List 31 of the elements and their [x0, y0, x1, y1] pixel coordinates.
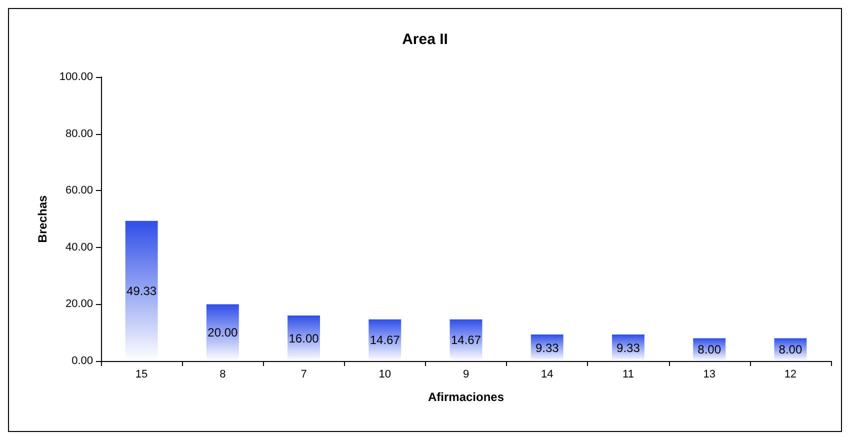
bar	[450, 319, 482, 361]
x-axis-title: Afirmaciones	[428, 390, 504, 404]
y-tick-label: 40.00	[65, 241, 93, 254]
x-tick-label: 9	[462, 368, 470, 380]
data-label: 8.00	[698, 342, 722, 357]
x-tick-label: 11	[622, 368, 634, 380]
x-tick-label: 8	[220, 368, 226, 380]
data-label: 8.00	[778, 342, 802, 357]
x-tick-label: 12	[784, 368, 797, 380]
data-label: 49.33	[126, 284, 157, 298]
x-tick-label: 7	[300, 368, 307, 380]
x-tick-label: 14	[540, 368, 554, 380]
chart-title: Area II	[402, 31, 448, 48]
y-tick-label: 20.00	[65, 298, 93, 310]
data-label: 20.00	[208, 326, 238, 340]
y-tick-label: 100.00	[59, 71, 93, 83]
x-tick-label: 13	[703, 368, 716, 380]
x-tick-label: 15	[135, 368, 148, 380]
data-label: 14.67	[370, 333, 400, 348]
bar	[206, 304, 239, 361]
data-label: 14.67	[450, 333, 482, 348]
y-axis-title: Brechas	[35, 195, 50, 243]
data-label: 9.33	[616, 340, 640, 355]
data-label: 9.33	[535, 340, 560, 355]
y-tick-label: 80.00	[65, 128, 93, 140]
data-label: 16.00	[288, 331, 320, 346]
y-tick-label: 60.00	[65, 184, 93, 197]
bar	[288, 316, 320, 361]
bar	[368, 319, 402, 361]
x-tick-label: 10	[378, 368, 392, 380]
y-tick-label: 0.00	[72, 355, 93, 367]
